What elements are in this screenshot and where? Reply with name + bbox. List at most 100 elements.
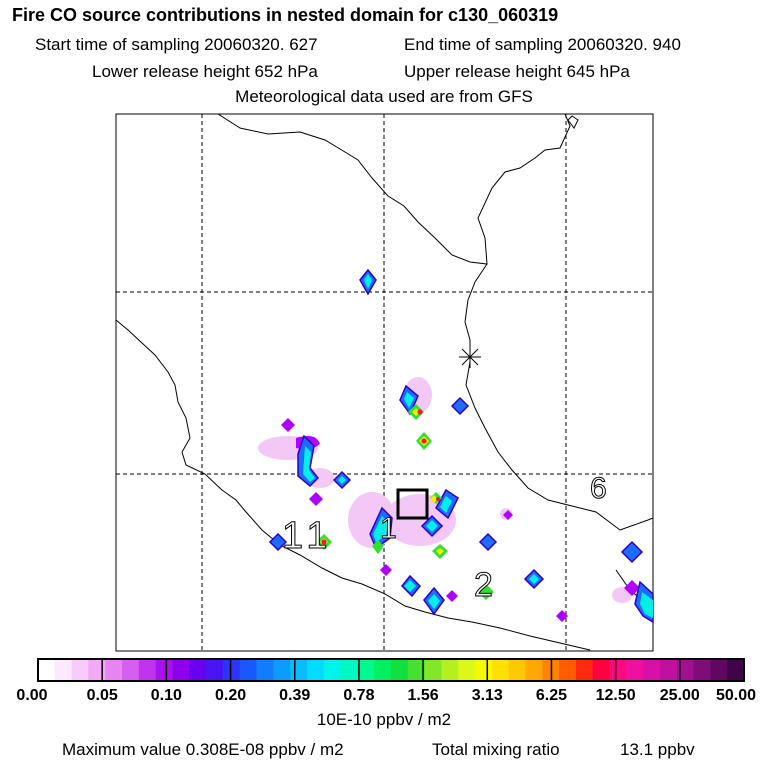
colorbar-swatch [122, 659, 140, 681]
gulf-coastline-south [464, 263, 653, 531]
colorbar-unit: 10E-10 ppbv / m2 [316, 710, 452, 729]
colorbar-swatch [256, 659, 274, 681]
colorbar-tick-label: 1.56 [408, 687, 439, 704]
cell [380, 564, 392, 576]
colorbar-swatch [138, 659, 157, 681]
colorbar-swatch [525, 659, 543, 681]
upper-release-height: Upper release height 645 hPa [404, 62, 630, 81]
colorbar-swatch [306, 659, 325, 681]
colorbar-tick-label: 6.25 [536, 687, 567, 704]
total-mixing-label: Total mixing ratio [432, 740, 560, 759]
coastlines [116, 114, 653, 651]
colorbar-swatch [357, 659, 375, 681]
colorbar-swatch [222, 659, 241, 681]
total-mixing-value: 13.1 ppbv [620, 740, 695, 759]
inlet-coast [567, 115, 579, 129]
colorbar-tick-label: 0.39 [279, 687, 310, 704]
colorbar-swatch [391, 659, 409, 681]
colorbar-swatch [458, 659, 476, 681]
cell [373, 516, 388, 542]
plot-title: Fire CO source contributions in nested d… [12, 5, 559, 25]
concentration-field [258, 268, 654, 624]
colorbar-frame [37, 658, 745, 682]
colorbar-swatch [172, 659, 190, 681]
colorbar-swatch [643, 659, 661, 681]
lower-release-height: Lower release height 652 hPa [92, 62, 318, 81]
colorbar-swatch [407, 659, 426, 681]
cell [450, 396, 470, 416]
colorbar-swatch [290, 659, 308, 681]
cell [426, 520, 438, 532]
colorbar-swatch [727, 659, 745, 681]
colorbar-tick-label: 0.20 [215, 687, 246, 704]
cell [421, 438, 427, 444]
colorbar-swatch [189, 659, 207, 681]
cell [430, 495, 438, 503]
colorbar-tick-labels: 0.00 0.05 0.10 0.20 0.39 0.78 1.56 3.13 6.25 12.5… [16, 687, 756, 704]
cells-cyan [303, 274, 653, 618]
cell [412, 408, 420, 416]
cell [478, 584, 494, 600]
cell [338, 476, 346, 484]
colorbar-swatch [38, 659, 56, 681]
colorbar-swatch [155, 659, 174, 681]
colorbar-tick-label: 3.13 [472, 687, 503, 704]
colorbar-swatch [491, 659, 510, 681]
colorbar-swatch [206, 659, 224, 681]
colorbar-swatch [54, 659, 73, 681]
region-label: 2 [474, 566, 493, 604]
colorbar-dividers [101, 659, 681, 681]
colorbar-swatch [508, 659, 527, 681]
met-data-source: Meteorological data used are from GFS [235, 87, 533, 106]
cell [446, 590, 458, 602]
colorbar-tick-label: 50.00 [716, 687, 756, 704]
pacific-coastline [116, 319, 591, 651]
colorbar-swatch [71, 659, 90, 681]
colorbar-swatch [88, 659, 106, 681]
cell [404, 392, 414, 408]
colorbar-tick-label: 25.00 [660, 687, 700, 704]
region-label: 1 [380, 512, 397, 545]
cell [364, 274, 372, 289]
colorbar-swatch [626, 659, 644, 681]
cell [556, 610, 568, 622]
cell [640, 592, 653, 618]
region-label: 11 [282, 515, 333, 557]
star-stroke [461, 348, 479, 366]
region-label: 6 [590, 472, 607, 505]
star-marker [459, 346, 481, 368]
colorbar-swatch [105, 659, 123, 681]
colorbar-swatch [441, 659, 459, 681]
cell [620, 540, 644, 564]
colorbar-tick-label: 0.00 [16, 687, 47, 704]
cell [503, 510, 513, 520]
cell [428, 594, 440, 609]
cell [436, 497, 440, 501]
cell [281, 418, 295, 432]
max-value: Maximum value 0.308E-08 ppbv / m2 [62, 740, 344, 759]
colorbar-tick-label: 12.50 [596, 687, 636, 704]
colorbar-swatch [609, 659, 627, 681]
colorbar-swatch [693, 659, 711, 681]
cell [478, 532, 498, 552]
colorbar-swatches [38, 659, 745, 681]
colorbar-swatch [239, 659, 258, 681]
cell [404, 580, 416, 592]
colorbar-swatch [710, 659, 728, 681]
cell [309, 492, 323, 506]
colorbar-tick-label: 0.10 [151, 687, 182, 704]
cell [436, 548, 444, 555]
colorbar-swatch [676, 659, 695, 681]
colorbar-swatch [374, 659, 392, 681]
map-labels: 11 1 2 6 [282, 472, 608, 605]
colorbar-tick-label: 0.78 [343, 687, 374, 704]
colorbar-swatch [424, 659, 443, 681]
colorbar-swatch [659, 659, 678, 681]
cell [440, 496, 452, 513]
gulf-coastline [217, 114, 571, 265]
grid-lines [116, 114, 653, 651]
cell [303, 446, 315, 482]
cells-red [321, 409, 440, 545]
